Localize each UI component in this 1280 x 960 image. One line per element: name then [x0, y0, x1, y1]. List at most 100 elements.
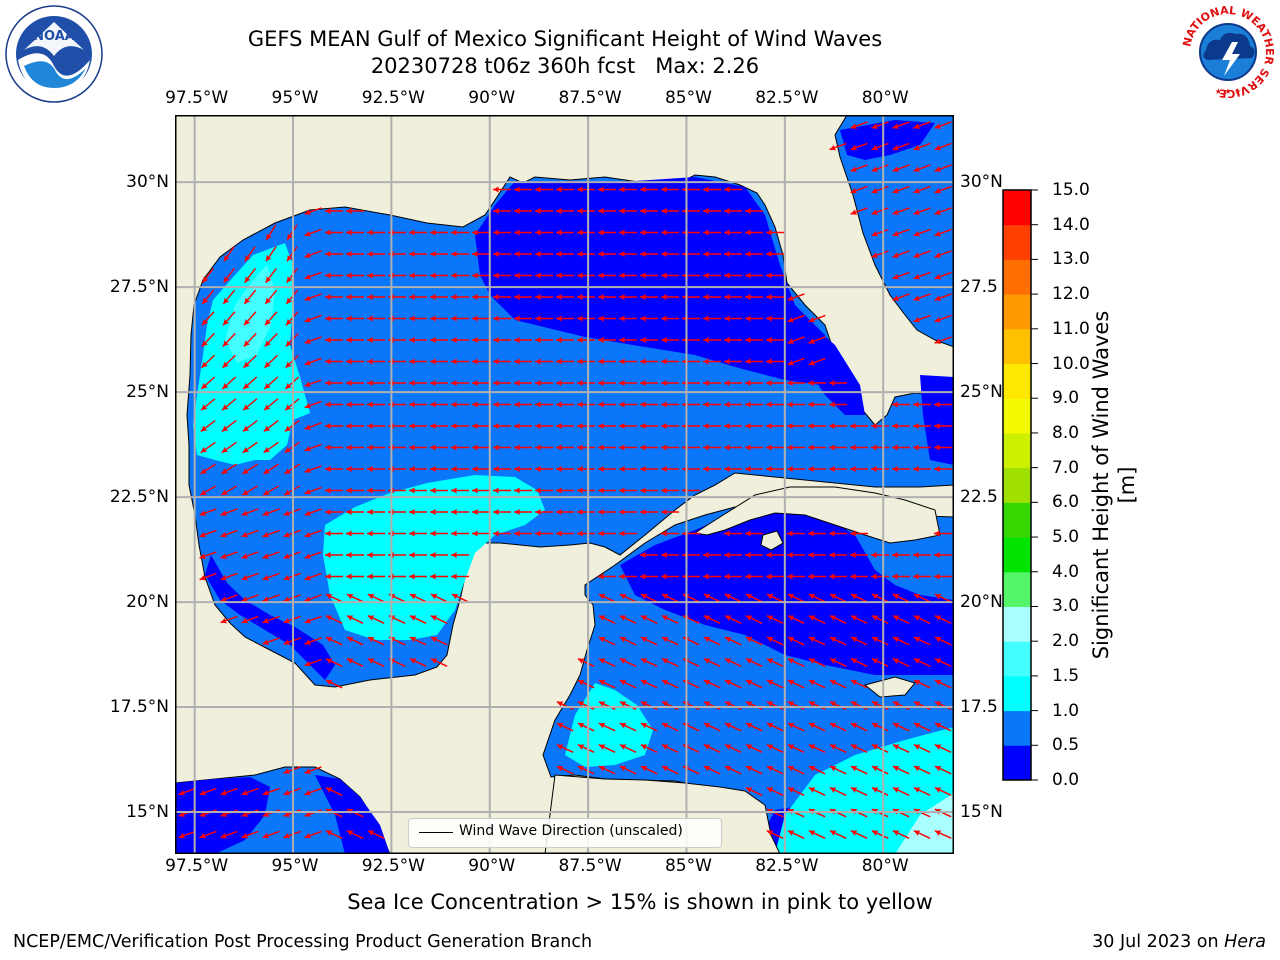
- arrow-head: [325, 401, 331, 408]
- wave-direction-arrow: [850, 765, 868, 775]
- colorbar-tick-label: 11.0: [1052, 318, 1090, 339]
- wave-direction-arrow: [640, 744, 658, 753]
- arrow-head: [304, 617, 312, 624]
- arrow-head: [703, 552, 709, 558]
- arrow-head: [556, 509, 562, 515]
- arrow-head: [556, 401, 562, 408]
- arrow-head: [367, 594, 375, 600]
- arrow-head: [304, 553, 312, 559]
- longitude-tick-label: 82.5°W: [755, 88, 819, 108]
- arrow-head: [451, 530, 457, 537]
- arrow-head: [514, 272, 520, 279]
- wave-direction-arrow: [619, 658, 637, 667]
- wave-direction-arrow: [787, 552, 805, 558]
- arrow-head: [892, 230, 900, 237]
- arrow-head: [535, 509, 541, 515]
- arrow-head: [619, 294, 625, 300]
- wave-direction-arrow: [640, 208, 658, 214]
- arrow-head: [934, 787, 942, 793]
- wave-direction-arrow: [409, 251, 427, 257]
- wave-direction-arrow: [577, 487, 595, 494]
- wave-direction-arrow: [472, 401, 490, 408]
- wave-direction-arrow: [577, 358, 595, 365]
- wave-direction-arrow: [619, 294, 637, 300]
- arrow-head: [304, 295, 312, 301]
- arrow-head: [201, 361, 208, 368]
- arrow-head: [577, 680, 585, 686]
- arrow-head: [451, 573, 457, 580]
- wave-direction-arrow: [808, 336, 826, 344]
- arrow-head: [346, 358, 352, 365]
- wave-direction-arrow: [325, 466, 343, 472]
- arrow-head: [535, 423, 541, 429]
- wave-direction-arrow: [829, 401, 847, 408]
- arrow-head: [808, 787, 816, 793]
- wave-direction-arrow: [703, 765, 721, 775]
- arrow-head: [367, 658, 375, 664]
- wave-direction-arrow: [223, 246, 235, 262]
- wave-direction-arrow: [472, 423, 490, 429]
- wave-direction-arrow: [934, 530, 952, 537]
- wave-direction-arrow: [787, 444, 805, 451]
- wave-direction-arrow: [264, 289, 278, 305]
- wave-direction-arrow: [243, 289, 257, 305]
- arrow-head: [199, 510, 207, 516]
- wave-direction-arrow: [934, 679, 952, 689]
- arrow-head: [661, 466, 667, 472]
- arrow-head: [325, 208, 331, 214]
- arrow-head: [409, 637, 417, 643]
- wave-direction-arrow: [223, 267, 235, 284]
- arrow-head: [766, 744, 774, 750]
- arrow-head: [913, 316, 921, 323]
- wave-direction-arrow: [577, 401, 595, 408]
- wave-direction-arrow: [850, 830, 868, 839]
- arrow-head: [514, 315, 520, 322]
- wave-direction-arrow: [703, 573, 721, 580]
- arrow-head: [808, 401, 814, 408]
- arrow-head: [640, 423, 646, 429]
- wave-direction-arrow: [598, 593, 616, 603]
- arrow-head: [787, 680, 795, 686]
- wave-direction-arrow: [472, 509, 490, 515]
- wave-direction-arrow: [325, 552, 343, 558]
- arrow-head: [808, 444, 814, 451]
- wave-direction-arrow: [346, 552, 364, 558]
- wave-direction-arrow: [745, 337, 763, 343]
- wave-direction-arrow: [913, 744, 931, 753]
- arrow-head: [745, 337, 751, 343]
- wave-direction-arrow: [241, 787, 259, 796]
- colorbar-tick-label: 9.0: [1052, 388, 1080, 409]
- wave-direction-arrow: [284, 398, 300, 411]
- arrow-head: [829, 787, 837, 793]
- wave-direction-arrow: [892, 401, 910, 408]
- arrow-head: [265, 318, 272, 326]
- wave-direction-arrow: [514, 358, 532, 365]
- wave-direction-arrow: [724, 315, 742, 322]
- arrow-head: [892, 787, 900, 793]
- arrow-head: [766, 766, 774, 772]
- arrow-head: [493, 444, 499, 451]
- wave-direction-arrow: [283, 551, 301, 559]
- colorbar-segment: [1003, 398, 1031, 434]
- wave-direction-arrow: [325, 423, 343, 429]
- wave-direction-arrow: [430, 487, 448, 494]
- arrow-head: [871, 187, 879, 194]
- wave-direction-arrow: [472, 530, 490, 537]
- arrow-head: [346, 229, 352, 236]
- arrow-head: [598, 658, 606, 664]
- wave-direction-arrow: [871, 164, 889, 172]
- arrow-head: [283, 596, 291, 602]
- arrow-head: [199, 832, 207, 839]
- arrow-head: [850, 787, 858, 793]
- arrow-head: [200, 446, 208, 453]
- arrow-head: [787, 658, 795, 664]
- arrow-head: [241, 596, 249, 602]
- arrow-head: [703, 680, 711, 686]
- wave-direction-arrow: [766, 744, 784, 753]
- arrow-head: [724, 658, 732, 664]
- arrow-head: [367, 358, 373, 365]
- wave-direction-arrow: [304, 250, 322, 258]
- wave-direction-arrow: [724, 294, 742, 300]
- arrow-head: [913, 230, 921, 237]
- wave-direction-arrow: [514, 186, 532, 193]
